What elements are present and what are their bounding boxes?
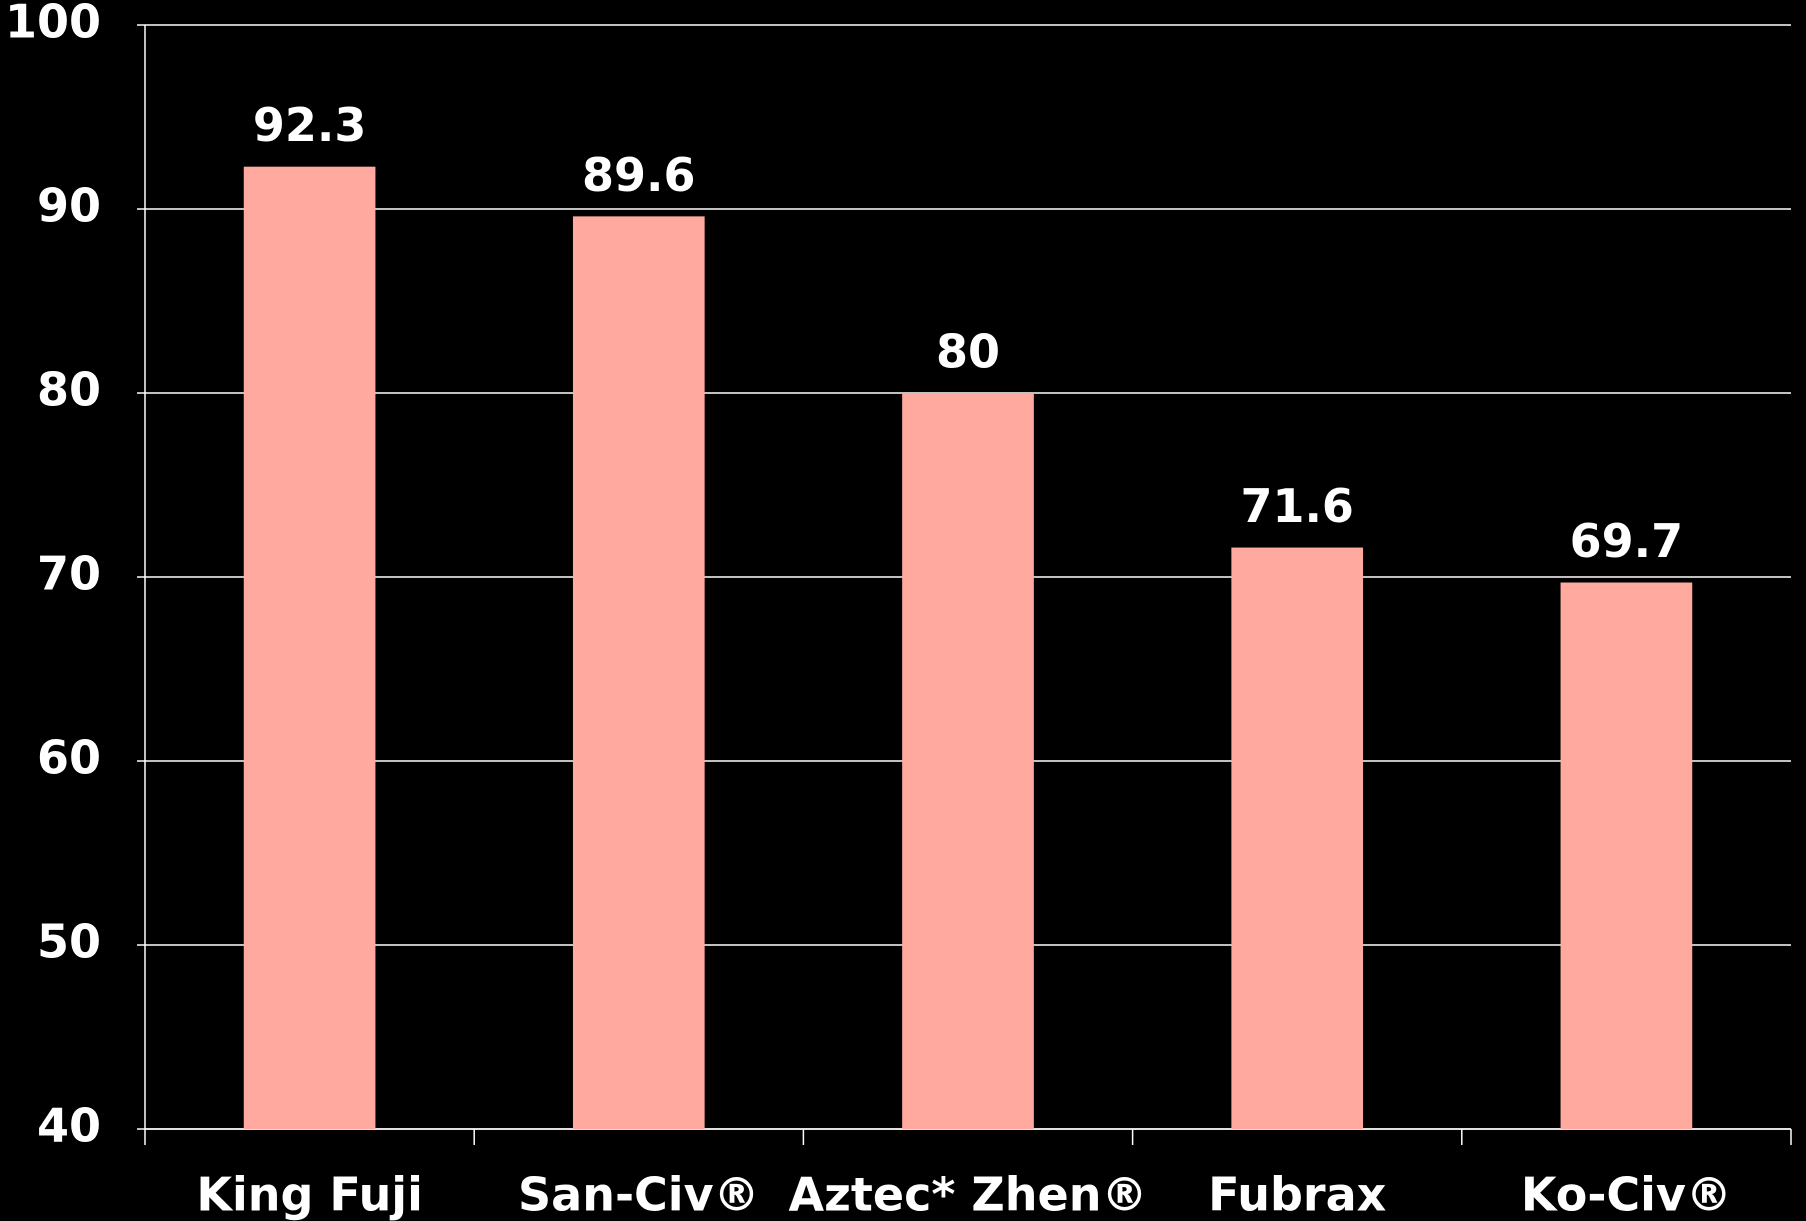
data-label: 69.7 [1570, 514, 1684, 568]
bar [243, 166, 376, 1129]
bar [572, 216, 705, 1130]
x-tick-label: Ko-Civ® [1521, 1168, 1732, 1221]
y-tick-label: 90 [37, 179, 101, 233]
y-tick-label: 100 [5, 0, 101, 49]
x-tick-label: Fubrax [1208, 1168, 1386, 1221]
bar [902, 393, 1034, 1129]
data-label: 92.3 [253, 98, 367, 152]
data-label: 71.6 [1240, 479, 1354, 533]
y-tick-label: 70 [37, 547, 101, 601]
bar [1231, 547, 1364, 1129]
data-label: 80 [936, 325, 1000, 379]
y-tick-label: 50 [37, 915, 101, 969]
data-label: 89.6 [582, 148, 696, 202]
y-tick-label: 80 [37, 363, 101, 417]
x-tick-label: Aztec* Zhen® [789, 1168, 1148, 1221]
x-tick-label: King Fuji [196, 1168, 423, 1221]
x-tick-label: San-Civ® [518, 1168, 760, 1221]
bar [1560, 582, 1693, 1129]
y-tick-label: 60 [37, 731, 101, 785]
y-tick-label: 40 [37, 1099, 101, 1153]
